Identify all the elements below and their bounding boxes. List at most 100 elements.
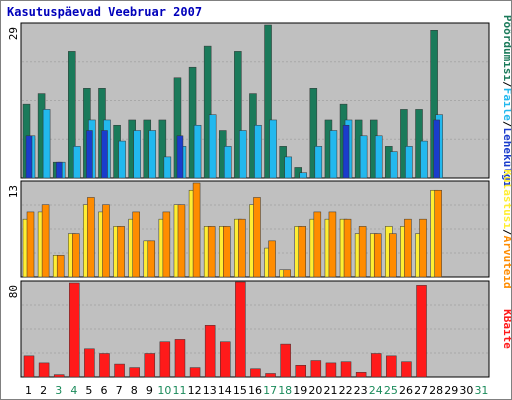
bar-kbaite-day-18	[280, 343, 291, 378]
bar-pöördumisi-day-10	[158, 119, 167, 179]
x-axis-labels: 1 2 3 4 5 6 7 8 9 10 11 12 13 14 15 16 17 18 19 20 21 22 23 24 2…	[25, 384, 488, 397]
bar-pöördumisi-day-15	[234, 51, 242, 179]
bar-faile-day-9	[148, 130, 157, 179]
bar-kbaite-day-15	[235, 281, 246, 378]
x-tick-label: 30	[459, 384, 473, 397]
right-label-lehekülgi: Lehekülgi	[501, 128, 511, 188]
panel-top-ymax-label: 29	[7, 27, 20, 40]
right-label-arvuteid: Arvuteid	[501, 236, 511, 289]
bar-kbaite-day-6	[99, 353, 110, 378]
bar-faile-day-20	[314, 146, 323, 179]
bar-kbaite-day-4	[69, 282, 80, 378]
bar-arvuteid-day-14	[223, 226, 231, 278]
bar-lehekülgi-day-3	[55, 161, 63, 179]
bar-arvuteid-day-17	[268, 240, 276, 278]
bar-kbaite-day-10	[159, 341, 171, 378]
bar-pöördumisi-day-4	[68, 51, 76, 179]
bar-arvuteid-day-16	[253, 197, 261, 278]
bar-kbaite-day-23	[355, 372, 367, 378]
bar-faile-day-16	[254, 124, 262, 179]
chart-title: Kasutuspäevad Veebruar 2007	[7, 5, 202, 19]
bar-pöördumisi-day-17	[264, 24, 272, 179]
right-label-separator: /	[501, 81, 511, 88]
bar-pöördumisi-day-13	[203, 45, 212, 179]
x-tick-label: 5	[85, 384, 92, 397]
panel-middle-ymax-label: 13	[7, 185, 20, 198]
bar-arvuteid-day-2	[41, 204, 50, 278]
bar-kbaite-day-12	[189, 367, 201, 378]
bar-faile-day-4	[73, 146, 81, 179]
x-tick-label: 9	[146, 384, 153, 397]
bar-arvuteid-day-10	[162, 211, 171, 278]
x-tick-label: 14	[218, 384, 232, 397]
bar-arvuteid-day-4	[72, 233, 80, 278]
bar-faile-day-12	[193, 124, 202, 179]
bar-arvuteid-day-20	[313, 211, 322, 278]
x-tick-label: 12	[188, 384, 202, 397]
x-tick-label: 17	[263, 384, 277, 397]
bar-arvuteid-day-13	[207, 226, 216, 278]
bar-arvuteid-day-9	[147, 240, 156, 278]
x-tick-label: 2	[40, 384, 47, 397]
bar-faile-day-18	[284, 156, 292, 179]
bar-arvuteid-day-6	[102, 204, 110, 278]
right-label-top: Pöördumisi/Faile/Lehekülgi	[501, 15, 511, 188]
right-label-külastusi: Külastusi	[501, 169, 511, 229]
chart-panels: 29 13 80	[7, 22, 490, 378]
bar-faile-day-27	[420, 140, 428, 179]
x-tick-label: 31	[474, 384, 488, 397]
bar-kbaite-day-2	[38, 362, 50, 378]
bar-arvuteid-day-23	[358, 226, 367, 278]
bar-arvuteid-day-12	[192, 182, 201, 278]
x-tick-label: 13	[203, 384, 217, 397]
x-tick-label: 27	[414, 384, 428, 397]
bar-lehekülgi-day-5	[86, 130, 93, 179]
bar-kbaite-day-20	[310, 360, 322, 378]
x-tick-label: 6	[101, 384, 108, 397]
bar-arvuteid-day-21	[328, 211, 337, 278]
x-tick-label: 16	[248, 384, 262, 397]
panel-bottom: 80	[7, 280, 490, 378]
bar-pöördumisi-day-20	[309, 88, 318, 179]
bar-kbaite-day-21	[325, 362, 337, 378]
bar-faile-day-24	[374, 135, 383, 179]
bar-faile-day-2	[42, 109, 51, 179]
x-tick-label: 24	[369, 384, 383, 397]
bar-arvuteid-day-11	[177, 204, 186, 278]
bar-faile-day-26	[405, 146, 413, 179]
right-label-separator: /	[501, 121, 511, 128]
right-label-kbaite: KBaite	[501, 309, 511, 349]
right-label-pöördumisi: Pöördumisi	[501, 15, 511, 82]
x-tick-label: 18	[278, 384, 292, 397]
bar-arvuteid-day-26	[404, 218, 412, 278]
x-tick-label: 19	[293, 384, 307, 397]
bar-kbaite-day-3	[53, 374, 65, 378]
bar-kbaite-day-5	[84, 348, 95, 378]
x-tick-label: 26	[399, 384, 413, 397]
x-tick-label: 11	[173, 384, 187, 397]
bar-kbaite-day-16	[250, 368, 261, 378]
x-tick-label: 3	[55, 384, 62, 397]
bar-kbaite-day-27	[416, 285, 427, 378]
bar-arvuteid-day-5	[87, 197, 95, 278]
bar-kbaite-day-11	[174, 339, 186, 378]
x-tick-label: 29	[444, 384, 458, 397]
bar-kbaite-day-7	[114, 363, 125, 378]
bar-pöördumisi-day-26	[400, 109, 408, 179]
bar-faile-day-17	[269, 119, 277, 179]
bar-arvuteid-day-24	[373, 233, 382, 278]
x-tick-label: 20	[308, 384, 322, 397]
x-tick-label: 21	[323, 384, 337, 397]
bar-kbaite-day-25	[386, 355, 397, 378]
bar-arvuteid-day-8	[132, 211, 140, 278]
bar-kbaite-day-24	[370, 353, 382, 378]
bar-lehekülgi-day-28	[433, 119, 440, 179]
bar-arvuteid-day-3	[56, 255, 65, 278]
bar-lehekülgi-day-1	[25, 135, 33, 179]
right-label-faile: Faile	[501, 88, 511, 121]
bar-arvuteid-day-19	[298, 226, 306, 278]
x-tick-label: 1	[25, 384, 32, 397]
panel-bottom-ymax-label: 80	[7, 285, 20, 298]
bar-pöördumisi-day-12	[188, 66, 197, 179]
